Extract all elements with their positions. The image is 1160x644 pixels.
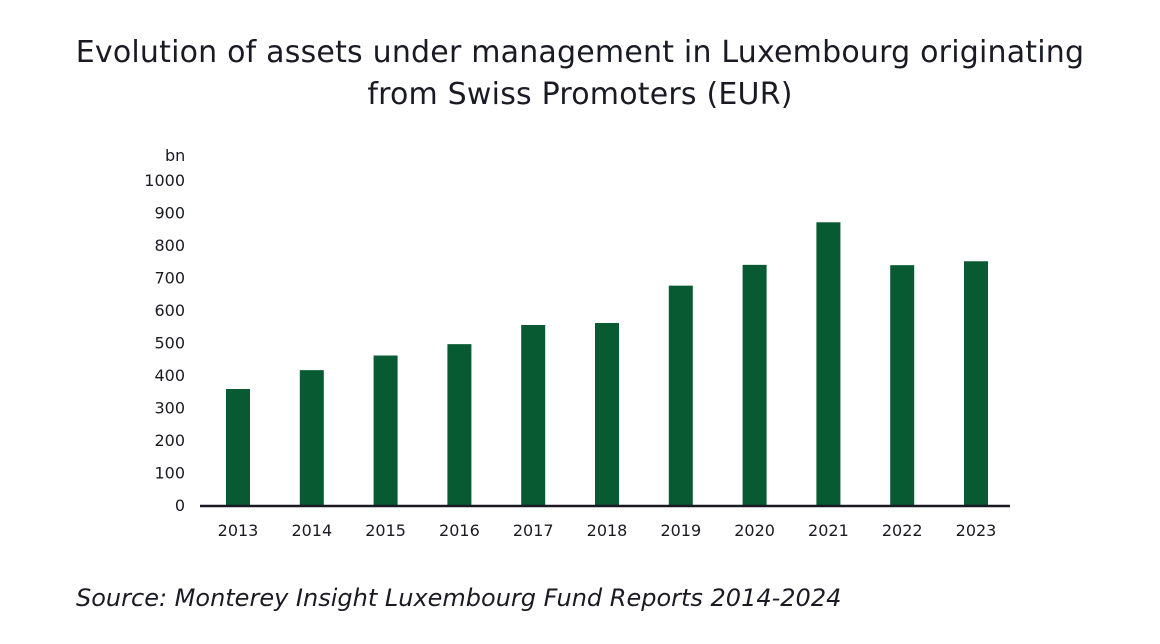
- source-note: Source: Monterey Insight Luxembourg Fund…: [76, 584, 842, 612]
- bars: [226, 222, 988, 506]
- bar-2020: [742, 264, 767, 506]
- x-tick-label: 2022: [882, 521, 923, 540]
- y-tick-label: 700: [154, 269, 185, 288]
- y-tick-label: 900: [154, 204, 185, 223]
- x-tick-label: 2021: [808, 521, 849, 540]
- bar-2014: [299, 370, 324, 506]
- chart-title: Evolution of assets under management in …: [0, 32, 1160, 116]
- x-tick-label: 2015: [365, 521, 406, 540]
- y-tick-label: 0: [175, 496, 185, 515]
- x-tick-label: 2020: [734, 521, 775, 540]
- bar-2015: [373, 355, 398, 506]
- y-tick-label: 800: [154, 236, 185, 255]
- chart-title-line-2: from Swiss Promoters (EUR): [367, 77, 793, 112]
- x-tick-label: 2016: [439, 521, 480, 540]
- bar-2018: [595, 323, 619, 506]
- bar-2023: [964, 261, 988, 506]
- chart-title-line-1: Evolution of assets under management in …: [75, 35, 1085, 70]
- y-axis-ticks: 0 100 200 300 400 500 600 700 800 900 1000: [144, 171, 185, 515]
- y-tick-label: 300: [154, 399, 185, 418]
- x-tick-label: 2019: [660, 521, 701, 540]
- bar-2016: [447, 344, 472, 506]
- y-tick-label: 500: [154, 334, 185, 353]
- y-tick-label: 400: [154, 366, 185, 385]
- x-axis-ticks: 2013 2014 2015 2016 2017 2018 2019 2020 2021 2022…: [218, 521, 997, 540]
- bar-2021: [816, 222, 841, 506]
- bar-2017: [521, 324, 546, 506]
- x-tick-label: 2018: [587, 521, 628, 540]
- y-tick-label: 200: [154, 431, 185, 450]
- bar-2019: [668, 285, 693, 506]
- x-tick-label: 2014: [291, 521, 332, 540]
- bar-2013: [226, 389, 250, 506]
- y-tick-label: 100: [154, 464, 185, 483]
- y-tick-label: 600: [154, 301, 185, 320]
- x-tick-label: 2023: [956, 521, 997, 540]
- bar-2022: [890, 265, 915, 506]
- x-tick-label: 2017: [513, 521, 554, 540]
- y-tick-label: 1000: [144, 171, 185, 190]
- y-axis-unit-label: bn: [165, 146, 185, 165]
- x-tick-label: 2013: [218, 521, 259, 540]
